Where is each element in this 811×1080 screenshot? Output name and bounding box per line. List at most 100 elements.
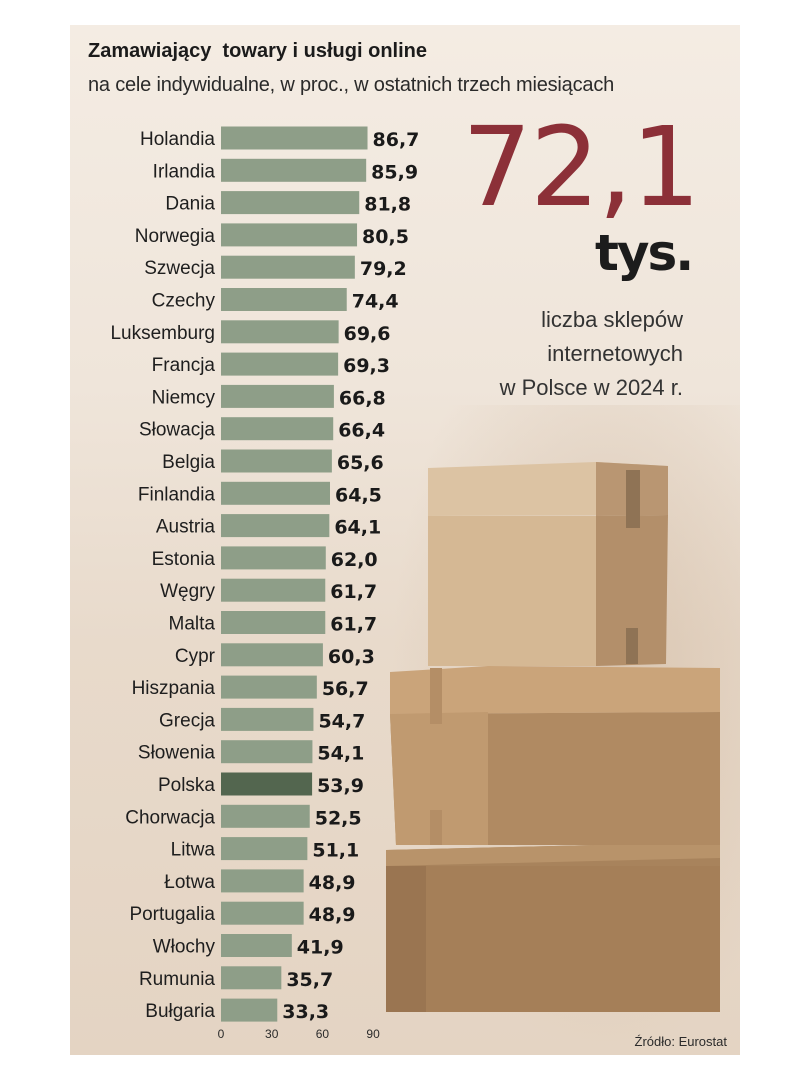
bar [221, 158, 367, 182]
bar [221, 288, 347, 311]
highlight-caption-line: liczba sklepów [541, 307, 683, 332]
bar [221, 514, 330, 538]
category-label: Austria [156, 517, 216, 538]
value-label: 86,7 [373, 129, 420, 151]
value-label: 48,9 [309, 904, 356, 926]
bar [221, 837, 308, 861]
category-label: Dania [165, 194, 215, 215]
bottom-box [386, 842, 720, 1012]
category-label: Holandia [140, 129, 215, 150]
highlight-value: 72,1 [462, 103, 701, 231]
highlight-caption-line: internetowych [547, 341, 683, 366]
value-label: 35,7 [286, 969, 333, 991]
category-label: Luksemburg [110, 323, 215, 344]
source-note: Źródło: Eurostat [634, 1034, 728, 1049]
value-label: 54,7 [318, 710, 365, 732]
category-label: Norwegia [135, 226, 216, 247]
category-label: Niemcy [152, 387, 216, 408]
value-label: 64,5 [335, 484, 382, 506]
bar [221, 707, 314, 731]
bar [221, 320, 339, 344]
value-label: 66,8 [339, 387, 386, 409]
highlight-caption-line: w Polsce w 2024 r. [499, 375, 683, 400]
bar [221, 934, 292, 957]
value-label: 74,4 [352, 291, 399, 313]
value-label: 33,3 [282, 1001, 329, 1023]
value-label: 65,6 [337, 452, 384, 474]
category-label: Łotwa [164, 872, 215, 893]
value-label: 69,3 [343, 355, 390, 377]
category-label: Włochy [153, 937, 216, 958]
category-label: Irlandia [153, 161, 216, 182]
highlight-caption: liczba sklepów internetowych w Polsce w … [500, 303, 683, 405]
bar [221, 191, 360, 215]
category-label: Francja [152, 355, 216, 376]
chart-subtitle: na cele indywidualne, w proc., w ostatni… [88, 74, 615, 96]
value-label: 81,8 [364, 194, 411, 216]
bar [221, 352, 339, 376]
category-label: Cypr [175, 646, 216, 667]
category-label: Grecja [159, 710, 215, 731]
bar [221, 481, 331, 505]
bar [221, 869, 304, 893]
value-label: 51,1 [312, 840, 359, 862]
bar [221, 740, 313, 764]
value-label: 69,6 [344, 323, 391, 345]
value-label: 62,0 [331, 549, 378, 571]
x-tick-label: 90 [366, 1027, 380, 1041]
category-label: Szwecja [144, 258, 215, 279]
category-label: Polska [158, 775, 215, 796]
top-box [428, 462, 668, 666]
value-label: 53,9 [317, 775, 364, 797]
bar [221, 255, 355, 279]
value-label: 60,3 [328, 646, 375, 668]
value-label: 79,2 [360, 258, 407, 280]
bar [221, 643, 323, 667]
value-label: 54,1 [317, 743, 364, 765]
value-label: 61,7 [330, 581, 377, 603]
chart-title: Zamawiający towary i usługi online [88, 40, 427, 62]
value-label: 85,9 [371, 161, 418, 183]
value-label: 61,7 [330, 614, 377, 636]
category-label: Chorwacja [125, 807, 215, 828]
category-label: Słowacja [139, 420, 215, 441]
category-label: Czechy [152, 291, 216, 312]
bar [221, 998, 278, 1022]
category-label: Słowenia [138, 743, 216, 764]
category-label: Malta [169, 614, 216, 635]
x-tick-label: 0 [218, 1027, 225, 1041]
category-label: Belgia [162, 452, 215, 473]
value-label: 80,5 [362, 226, 409, 248]
highlight-unit: tys. [595, 224, 694, 282]
value-label: 56,7 [322, 678, 369, 700]
bar [221, 417, 334, 441]
category-label: Estonia [152, 549, 216, 570]
bar [221, 675, 317, 699]
category-label: Litwa [171, 840, 216, 861]
x-tick-label: 30 [265, 1027, 279, 1041]
bar [221, 449, 332, 473]
bar [221, 223, 358, 247]
x-tick-label: 60 [316, 1027, 330, 1041]
value-label: 52,5 [315, 807, 362, 829]
value-label: 41,9 [297, 937, 344, 959]
value-label: 64,1 [334, 517, 381, 539]
bar [221, 804, 310, 828]
bar [221, 384, 334, 408]
bar [221, 611, 326, 634]
bar [221, 126, 368, 150]
bar [221, 966, 282, 990]
category-label: Bułgaria [145, 1001, 215, 1022]
middle-box [390, 666, 720, 845]
bar [221, 546, 326, 570]
category-label: Portugalia [129, 904, 215, 925]
value-label: 48,9 [309, 872, 356, 894]
bar [221, 901, 304, 925]
category-label: Hiszpania [132, 678, 216, 699]
bar [221, 772, 313, 796]
category-label: Rumunia [139, 969, 215, 990]
value-label: 66,4 [338, 420, 385, 442]
bar [221, 578, 326, 602]
category-label: Finlandia [138, 484, 216, 505]
